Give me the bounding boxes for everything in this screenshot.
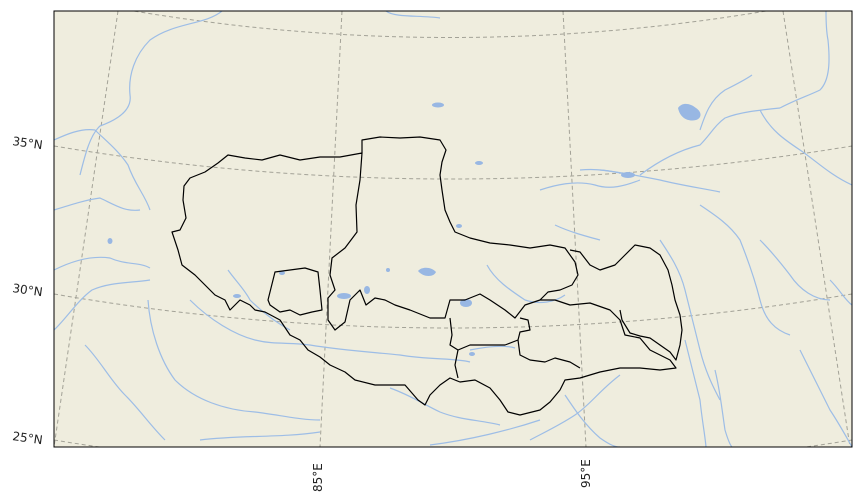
lake xyxy=(469,352,475,356)
boundary-ngari-west xyxy=(267,267,323,316)
river xyxy=(54,256,151,271)
boundary-central-south xyxy=(449,317,531,351)
river xyxy=(829,279,852,306)
river xyxy=(639,107,781,176)
graticule-meridians xyxy=(54,11,851,447)
boundary-north-region xyxy=(361,136,579,301)
river xyxy=(564,394,621,447)
lake xyxy=(386,268,390,272)
lake xyxy=(475,161,483,165)
lake xyxy=(432,102,444,108)
lat-label-30n: 30°N xyxy=(12,281,44,299)
lat-label-25n: 25°N xyxy=(12,429,44,447)
lake xyxy=(621,172,635,178)
rivers xyxy=(54,11,852,447)
river xyxy=(529,374,621,441)
river xyxy=(699,74,753,131)
lakes xyxy=(107,102,701,356)
river xyxy=(429,419,541,446)
boundary-west-region xyxy=(171,152,677,416)
river xyxy=(659,239,721,401)
river xyxy=(54,129,151,211)
lat-label-35n: 35°N xyxy=(12,134,44,152)
river xyxy=(84,344,166,441)
river xyxy=(199,431,321,441)
lon-label-85e: 85°E xyxy=(311,463,325,492)
lake xyxy=(678,103,701,121)
river xyxy=(54,279,151,331)
river xyxy=(227,269,291,331)
lon-label-95e: 95°E xyxy=(579,459,593,488)
map-frame xyxy=(53,10,853,448)
meridian-95e xyxy=(562,11,587,447)
river xyxy=(799,349,852,447)
river xyxy=(759,109,852,186)
lake xyxy=(279,271,285,275)
lake xyxy=(460,299,472,307)
river xyxy=(539,179,641,191)
lake xyxy=(337,293,351,299)
boundary-east-region xyxy=(569,244,683,361)
river xyxy=(714,369,733,447)
river xyxy=(385,11,441,19)
river xyxy=(189,299,471,363)
parallel-35n xyxy=(54,145,852,180)
river xyxy=(79,11,223,176)
river xyxy=(54,197,141,211)
meridian-105e xyxy=(782,11,851,447)
lake xyxy=(233,294,241,298)
boundary-lower-loop xyxy=(454,349,459,379)
river xyxy=(554,224,601,241)
meridian-85e xyxy=(319,11,343,447)
regional-boundaries xyxy=(171,136,683,416)
river xyxy=(759,239,831,301)
river xyxy=(684,339,707,447)
river xyxy=(699,204,791,336)
lake xyxy=(418,267,436,276)
river xyxy=(469,345,516,351)
lake xyxy=(364,286,370,294)
boundary-southeast-sub xyxy=(517,339,581,369)
river xyxy=(779,11,830,109)
lake xyxy=(107,238,113,244)
meridian-75e xyxy=(54,11,119,447)
river xyxy=(389,387,501,426)
lake xyxy=(456,224,462,228)
river xyxy=(147,299,321,421)
